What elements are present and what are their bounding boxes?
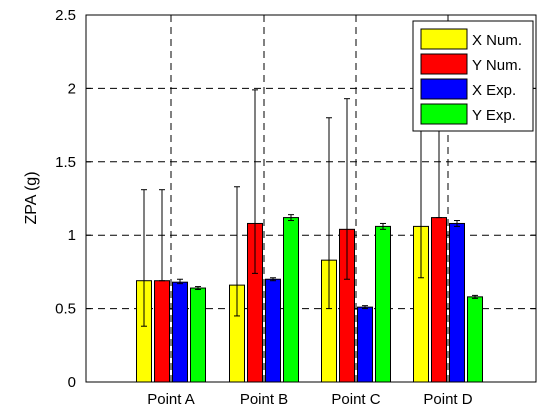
bar-x-exp-2 [357,306,373,383]
bar-y-num-0 [154,280,170,383]
x-tick-label: Point B [240,391,288,408]
legend-label: Y Exp. [472,107,516,124]
legend-label: Y Num. [472,57,522,74]
plot-frame [85,14,537,383]
legend: X Num. Y Num. X Exp. Y Exp. [412,20,534,132]
y-axis-label: ZPA (g) [23,171,40,224]
bar-y-exp-0 [190,287,206,383]
legend-label: X Exp. [472,82,516,99]
bar-y-exp-3 [467,296,483,383]
x-tick-label: Point A [147,391,195,408]
legend-swatch [420,28,468,50]
x-tick-label: Point D [423,391,472,408]
bar-x-exp-3 [449,222,465,383]
y-tick-label: 2 [68,80,76,97]
bar-y-num-3 [431,217,447,383]
bar-y-exp-1 [283,217,299,383]
y-tick-label: 0.5 [55,301,76,318]
legend-swatch [420,53,468,75]
y-tick-label: 2.5 [55,7,76,24]
y-tick-label: 1.5 [55,154,76,171]
x-tick-label: Point C [331,391,380,408]
y-tick-label: 0 [68,374,76,391]
axes-group: 0 0.5 1 1.5 2 2.5 Point A Point B Point C Point D [55,7,536,408]
bar-x-exp-1 [265,278,281,383]
bar-y-exp-2 [375,225,391,383]
legend-label: X Num. [472,32,522,49]
bar-x-exp-0 [172,281,188,383]
legend-swatch [420,103,468,125]
y-tick-label: 1 [68,227,76,244]
legend-swatch [420,78,468,100]
